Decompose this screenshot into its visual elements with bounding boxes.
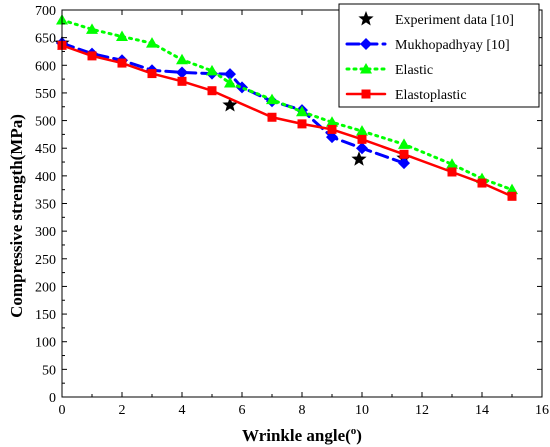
x-axis-title-tail: ) <box>356 426 362 445</box>
data-point <box>447 167 457 177</box>
data-point <box>356 125 368 136</box>
series-layer <box>54 13 518 201</box>
data-point <box>176 66 188 79</box>
x-axis-title: Wrinkle angle(o) <box>242 425 362 445</box>
data-point <box>296 105 308 117</box>
legend-entry: Elastic <box>345 63 433 78</box>
legend-marker <box>358 11 374 26</box>
data-point <box>86 23 98 34</box>
data-point <box>357 134 367 144</box>
y-tick-label: 400 <box>35 170 56 185</box>
data-point <box>326 131 338 144</box>
data-point <box>477 178 487 188</box>
data-point <box>207 86 217 96</box>
y-axis-title: Compressive strength(MPa) <box>7 114 26 318</box>
x-tick-label: 6 <box>239 403 246 418</box>
axes: 0 2 4 6 8 10 12 14 16 0 50 100 150 200 250 300 350 400 450… <box>35 4 549 418</box>
data-point <box>398 157 410 170</box>
legend-entry: Experiment data [10] <box>358 11 514 28</box>
data-point <box>327 124 337 134</box>
data-point <box>356 142 368 155</box>
y-tick-label: 100 <box>35 336 56 351</box>
y-tick-label: 0 <box>49 391 56 406</box>
x-tick-label: 8 <box>299 403 306 418</box>
legend-label: Elastic <box>395 63 433 78</box>
data-point <box>506 183 518 195</box>
x-tick-label: 4 <box>179 403 186 418</box>
y-tick-label: 650 <box>35 32 56 47</box>
y-tick-label: 300 <box>35 225 56 240</box>
data-point <box>147 69 157 79</box>
legend: Experiment data [10] Mukhopadhyay [10] Ela… <box>338 3 540 108</box>
data-point <box>206 64 218 76</box>
y-tick-label: 250 <box>35 253 56 268</box>
legend-marker <box>361 89 371 99</box>
data-point <box>146 37 158 48</box>
y-tick-label: 550 <box>35 87 56 102</box>
series-line <box>60 44 514 198</box>
legend-label: Elastoplastic <box>395 88 467 103</box>
x-tick-label: 0 <box>59 403 66 418</box>
data-point <box>222 97 238 112</box>
x-tick-label: 10 <box>355 403 369 418</box>
data-point <box>266 93 278 105</box>
y-tick-label: 450 <box>35 142 56 157</box>
legend-marker <box>360 63 372 74</box>
series-triangle <box>56 13 518 195</box>
legend-entry: Mukhopadhyay [10] <box>345 38 510 53</box>
legend-box <box>338 3 540 108</box>
data-point <box>176 53 188 65</box>
y-tick-label: 350 <box>35 198 56 213</box>
data-point <box>351 151 367 166</box>
data-point <box>177 76 187 86</box>
data-point <box>446 158 458 169</box>
data-point <box>326 116 338 127</box>
x-axis-title-main: Wrinkle angle( <box>242 426 351 445</box>
legend-entry: Elastoplastic <box>345 88 467 103</box>
y-tick-label: 700 <box>35 4 56 19</box>
x-tick-label: 14 <box>475 403 489 418</box>
x-tick-label: 16 <box>535 403 549 418</box>
data-point <box>399 149 409 159</box>
x-tick-label: 2 <box>119 403 126 418</box>
data-point <box>117 58 127 68</box>
y-tick-label: 600 <box>35 59 56 74</box>
y-tick-label: 500 <box>35 115 56 130</box>
data-point <box>507 191 517 201</box>
x-tick-label: 12 <box>415 403 429 418</box>
data-point <box>297 119 307 129</box>
y-tick-label: 50 <box>42 363 56 378</box>
data-point <box>224 68 236 81</box>
legend-marker <box>360 38 372 50</box>
y-tick-label: 150 <box>35 308 56 323</box>
data-point <box>398 138 410 149</box>
series-square <box>57 40 517 201</box>
x-axis-title-super: o <box>351 425 357 437</box>
legend-label: Mukhopadhyay [10] <box>395 38 510 53</box>
data-point <box>87 51 97 61</box>
data-point <box>267 112 277 122</box>
y-tick-label: 200 <box>35 280 56 295</box>
data-point <box>224 76 236 88</box>
data-point <box>116 30 128 42</box>
legend-label: Experiment data [10] <box>395 13 514 28</box>
